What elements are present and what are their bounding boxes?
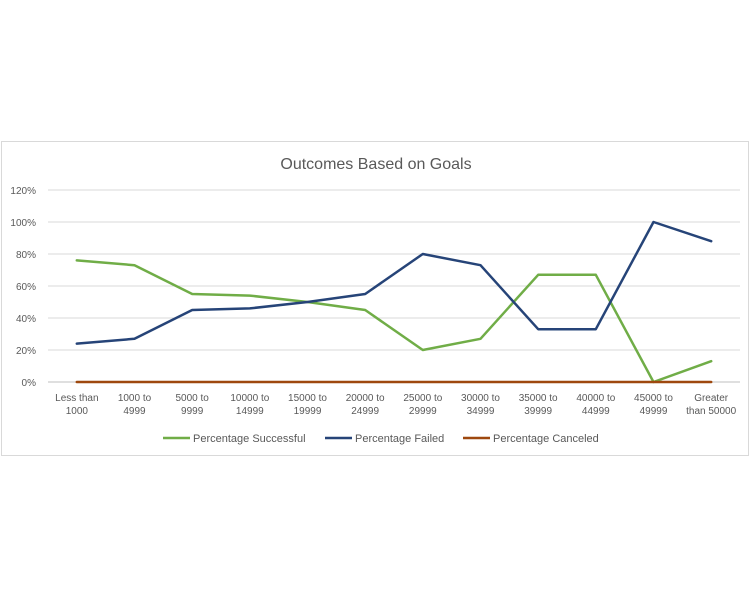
series-lines	[75, 220, 713, 384]
x-tick-label: 30000 to 34999	[461, 393, 500, 417]
x-tick-label: 15000 to 19999	[288, 393, 327, 417]
y-tick-label: 100%	[10, 218, 36, 229]
legend-label: Percentage Successful	[193, 433, 306, 445]
x-tick-label: Greater than 50000	[686, 393, 736, 417]
y-tick-label: 80%	[16, 250, 36, 261]
x-tick-label: 45000 to 49999	[634, 393, 673, 417]
y-tick-label: 40%	[16, 314, 36, 325]
x-tick-label: 40000 to 44999	[576, 393, 615, 417]
y-tick-label: 120%	[10, 186, 36, 197]
gridlines	[48, 189, 740, 383]
x-tick-label: Less than 1000	[55, 393, 98, 417]
x-axis-ticks: Less than 1000 1000 to 4999 5000 to 9999 10000…	[55, 393, 736, 417]
series-line-2	[75, 220, 713, 345]
y-axis-ticks: 0% 20% 40% 60% 80% 100% 120%	[10, 186, 36, 389]
line-chart: Outcomes Based on Goals 0% 20% 40% 60% 80% 10…	[10, 156, 740, 445]
legend-label: Percentage Canceled	[493, 433, 599, 445]
y-tick-label: 60%	[16, 282, 36, 293]
y-tick-label: 0%	[22, 378, 37, 389]
x-tick-label: 35000 to 39999	[519, 393, 558, 417]
chart-title: Outcomes Based on Goals	[280, 156, 471, 173]
legend-label: Percentage Failed	[355, 433, 444, 445]
y-tick-label: 20%	[16, 346, 36, 357]
legend: Percentage Successful Percentage Failed Pe…	[163, 433, 599, 445]
x-tick-label: 1000 to 4999	[118, 393, 152, 417]
x-tick-label: 25000 to 29999	[403, 393, 442, 417]
chart-frame: Outcomes Based on Goals 0% 20% 40% 60% 80% 10…	[1, 141, 749, 456]
x-tick-label: 5000 to 9999	[175, 393, 209, 417]
x-tick-label: 10000 to 14999	[230, 393, 269, 417]
x-tick-label: 20000 to 24999	[346, 393, 385, 417]
series-line-1	[75, 259, 713, 384]
